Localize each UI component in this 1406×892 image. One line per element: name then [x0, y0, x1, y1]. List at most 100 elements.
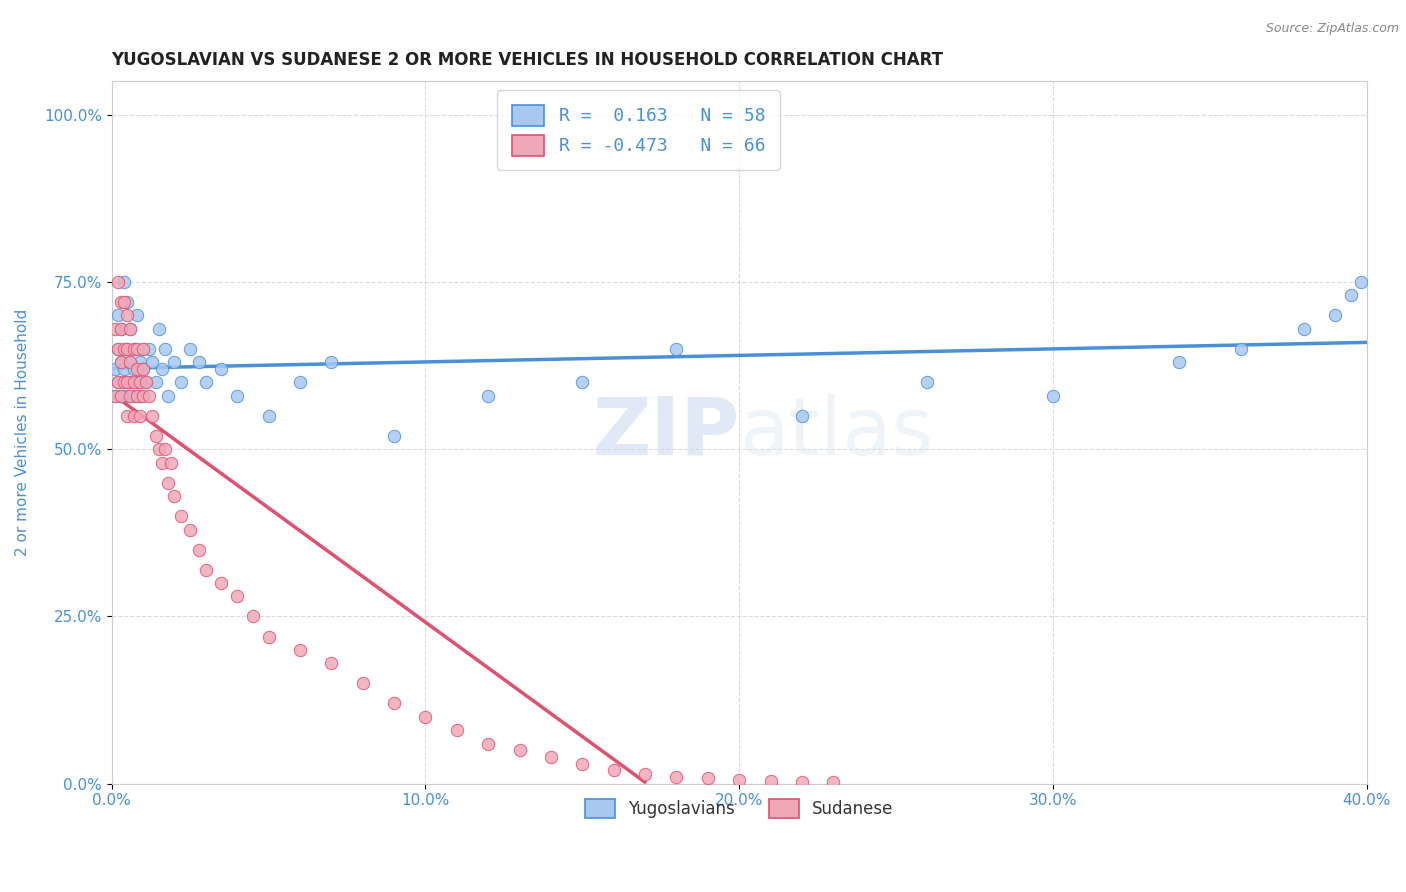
Point [179, 523, 201, 537]
Point [696, 772, 718, 786]
Point [128, 409, 150, 423]
Point [117, 376, 139, 390]
Point [128, 355, 150, 369]
Point [634, 766, 657, 780]
Point [148, 322, 170, 336]
Point [382, 697, 405, 711]
Point [117, 389, 139, 403]
Point [288, 376, 311, 390]
Point [132, 342, 155, 356]
Point [540, 750, 562, 764]
Point [571, 376, 593, 390]
Point [477, 389, 499, 403]
Point [138, 389, 160, 403]
Point [125, 389, 148, 403]
Point [226, 389, 249, 403]
Text: atlas: atlas [740, 393, 934, 472]
Point [242, 609, 264, 624]
Point [132, 362, 155, 376]
Point [1350, 275, 1372, 289]
Point [112, 295, 135, 310]
Point [1042, 389, 1064, 403]
Point [110, 355, 132, 369]
Point [188, 355, 211, 369]
Point [117, 342, 139, 356]
Point [107, 342, 129, 356]
Point [145, 376, 167, 390]
Point [128, 389, 150, 403]
Point [112, 362, 135, 376]
Point [226, 590, 249, 604]
Point [122, 376, 145, 390]
Point [257, 409, 280, 423]
Point [169, 376, 191, 390]
Point [120, 322, 142, 336]
Point [917, 376, 939, 390]
Point [790, 775, 813, 789]
Point [117, 376, 139, 390]
Point [112, 376, 135, 390]
Text: ZIP: ZIP [592, 393, 740, 472]
Point [1324, 309, 1347, 323]
Point [104, 362, 127, 376]
Point [104, 389, 127, 403]
Point [1230, 342, 1253, 356]
Point [160, 456, 183, 470]
Point [117, 342, 139, 356]
Point [446, 723, 468, 738]
Point [104, 322, 127, 336]
Text: YUGOSLAVIAN VS SUDANESE 2 OR MORE VEHICLES IN HOUSEHOLD CORRELATION CHART: YUGOSLAVIAN VS SUDANESE 2 OR MORE VEHICL… [111, 51, 943, 69]
Point [132, 389, 155, 403]
Point [135, 376, 157, 390]
Point [415, 710, 437, 724]
Point [122, 342, 145, 356]
Point [138, 342, 160, 356]
Point [112, 376, 135, 390]
Point [135, 376, 157, 390]
Text: Source: ZipAtlas.com: Source: ZipAtlas.com [1265, 22, 1399, 36]
Point [321, 657, 343, 671]
Point [153, 442, 176, 457]
Point [110, 322, 132, 336]
Point [509, 743, 531, 757]
Point [150, 456, 173, 470]
Point [257, 630, 280, 644]
Point [179, 342, 201, 356]
Point [112, 342, 135, 356]
Point [128, 376, 150, 390]
Point [790, 409, 813, 423]
Point [157, 475, 180, 490]
Point [1292, 322, 1315, 336]
Point [163, 355, 186, 369]
Point [321, 355, 343, 369]
Point [148, 442, 170, 457]
Point [107, 376, 129, 390]
Point [194, 563, 217, 577]
Point [759, 774, 782, 789]
Point [125, 309, 148, 323]
Point [110, 355, 132, 369]
Point [107, 342, 129, 356]
Legend: Yugoslavians, Sudanese: Yugoslavians, Sudanese [578, 792, 900, 824]
Point [122, 342, 145, 356]
Point [107, 376, 129, 390]
Point [157, 389, 180, 403]
Point [117, 409, 139, 423]
Point [110, 389, 132, 403]
Point [120, 355, 142, 369]
Point [169, 509, 191, 524]
Point [122, 362, 145, 376]
Point [125, 376, 148, 390]
Point [141, 355, 163, 369]
Point [209, 362, 232, 376]
Point [120, 389, 142, 403]
Point [150, 362, 173, 376]
Point [477, 737, 499, 751]
Point [110, 389, 132, 403]
Point [125, 342, 148, 356]
Point [120, 355, 142, 369]
Point [122, 409, 145, 423]
Point [120, 322, 142, 336]
Point [117, 295, 139, 310]
Point [145, 429, 167, 443]
